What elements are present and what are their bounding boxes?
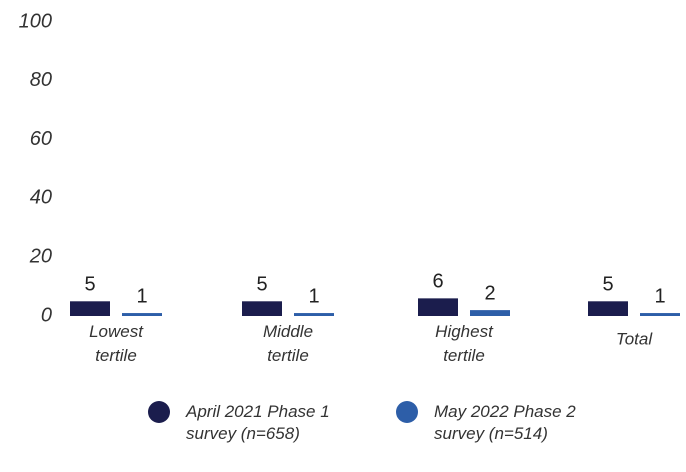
value-label: 1 [654, 285, 665, 307]
legend-marker [148, 401, 170, 423]
y-tick-label: 100 [19, 10, 52, 32]
y-tick-label: 20 [29, 245, 52, 267]
bar [418, 298, 458, 316]
value-label: 1 [136, 285, 147, 307]
bar [640, 313, 680, 316]
y-tick-label: 0 [41, 304, 52, 326]
legend-marker [396, 401, 418, 423]
bar [70, 301, 110, 316]
bar [242, 301, 282, 316]
value-label: 5 [602, 274, 613, 296]
value-label: 2 [484, 282, 495, 304]
bar [294, 313, 334, 316]
x-tick-label: Total [616, 329, 653, 348]
y-tick-label: 40 [30, 187, 52, 209]
x-tick-label: Middle tertile [263, 322, 313, 365]
x-tick-label: Lowest tertile [89, 322, 144, 365]
value-label: 5 [256, 274, 267, 296]
y-tick-label: 80 [30, 69, 52, 91]
value-label: 5 [84, 274, 95, 296]
bar [588, 301, 628, 316]
y-tick-label: 60 [30, 128, 52, 150]
x-tick-label: Highest tertile [435, 322, 494, 365]
value-label: 1 [308, 285, 319, 307]
legend-label: May 2022 Phase 2 survey (n=514) [434, 402, 576, 443]
bar [122, 313, 162, 316]
bar [470, 310, 510, 316]
value-label: 6 [432, 271, 443, 293]
legend-label: April 2021 Phase 1 survey (n=658) [186, 402, 330, 443]
